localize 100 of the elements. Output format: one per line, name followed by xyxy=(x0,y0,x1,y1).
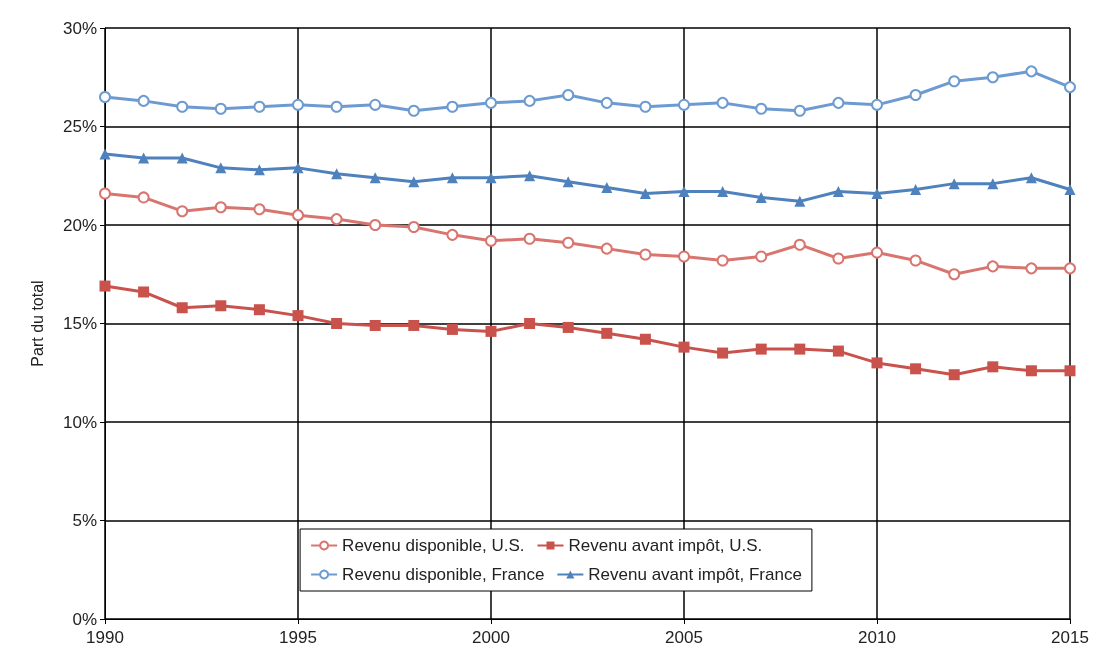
legend-label: Revenu avant impôt, U.S. xyxy=(568,536,763,555)
point xyxy=(407,220,420,233)
point xyxy=(909,254,922,267)
point xyxy=(601,182,613,194)
point xyxy=(446,228,459,241)
point xyxy=(562,321,574,333)
point xyxy=(330,213,343,226)
point xyxy=(485,172,497,184)
point xyxy=(871,246,883,259)
point xyxy=(1064,184,1076,196)
y-tick-label: 5% xyxy=(72,511,97,530)
point xyxy=(331,318,343,329)
point xyxy=(485,234,497,247)
point xyxy=(176,302,188,314)
legend-label: Revenu disponible, U.S. xyxy=(342,536,525,555)
point xyxy=(1025,365,1037,377)
point xyxy=(794,343,806,355)
point xyxy=(369,219,382,231)
point xyxy=(523,94,536,107)
y-tick-label: 20% xyxy=(62,215,97,235)
point xyxy=(716,254,729,267)
point xyxy=(755,191,767,203)
point xyxy=(446,323,458,335)
x-tick-label: 2015 xyxy=(1051,628,1089,647)
x-tick-label: 1990 xyxy=(86,628,124,647)
point xyxy=(562,236,575,249)
point xyxy=(485,325,497,337)
point xyxy=(176,205,189,218)
point xyxy=(639,187,651,199)
point xyxy=(99,90,111,103)
point xyxy=(137,191,150,204)
point xyxy=(292,162,304,174)
point xyxy=(1025,65,1038,78)
point xyxy=(639,100,652,113)
point xyxy=(794,195,806,207)
point xyxy=(678,341,690,353)
y-tick-label: 10% xyxy=(62,412,97,432)
point xyxy=(215,162,227,174)
point xyxy=(214,201,227,214)
point xyxy=(523,232,536,245)
point xyxy=(138,152,150,164)
point xyxy=(909,88,922,101)
x-tick-label: 2005 xyxy=(665,628,703,647)
point xyxy=(369,98,382,111)
point xyxy=(215,300,227,312)
point xyxy=(407,104,420,117)
point xyxy=(99,280,111,292)
point xyxy=(99,148,111,160)
point xyxy=(176,100,189,113)
y-axis-title: Part du total xyxy=(28,280,46,367)
point xyxy=(678,186,690,198)
point xyxy=(253,203,266,216)
y-tick-label: 15% xyxy=(62,314,97,333)
point xyxy=(793,238,806,251)
point xyxy=(253,100,266,113)
point xyxy=(292,310,304,322)
point xyxy=(678,98,690,111)
point xyxy=(138,286,150,298)
point xyxy=(137,94,150,107)
point xyxy=(986,260,999,273)
y-tick-label: 25% xyxy=(62,117,97,136)
point xyxy=(1025,172,1037,184)
point xyxy=(639,248,652,261)
point xyxy=(408,319,420,331)
point xyxy=(485,96,497,109)
point xyxy=(600,96,613,109)
point xyxy=(292,209,304,222)
point xyxy=(1064,262,1076,275)
point xyxy=(524,318,536,329)
point xyxy=(446,100,459,113)
point xyxy=(253,164,265,176)
point xyxy=(755,102,768,115)
point xyxy=(562,176,574,188)
legend-label: Revenu avant impôt, France xyxy=(588,565,802,584)
point xyxy=(948,75,961,88)
point xyxy=(871,98,883,111)
point xyxy=(716,96,729,109)
x-tick-label: 2010 xyxy=(858,628,896,647)
point xyxy=(330,100,343,113)
point xyxy=(639,333,651,345)
point xyxy=(331,168,343,180)
point xyxy=(214,102,227,115)
point xyxy=(408,176,420,188)
point xyxy=(910,184,922,196)
point xyxy=(1064,81,1076,94)
point xyxy=(717,186,729,198)
point xyxy=(910,363,922,375)
point xyxy=(369,319,381,331)
point xyxy=(446,172,458,184)
point xyxy=(524,170,536,182)
point xyxy=(987,178,999,190)
point xyxy=(948,178,960,190)
point xyxy=(1064,365,1076,377)
x-tick-label: 2000 xyxy=(472,628,510,647)
point xyxy=(871,187,883,199)
point xyxy=(948,369,960,381)
point xyxy=(986,71,999,84)
x-tick-label: 1995 xyxy=(279,628,317,647)
point xyxy=(292,98,304,111)
point xyxy=(755,250,768,263)
